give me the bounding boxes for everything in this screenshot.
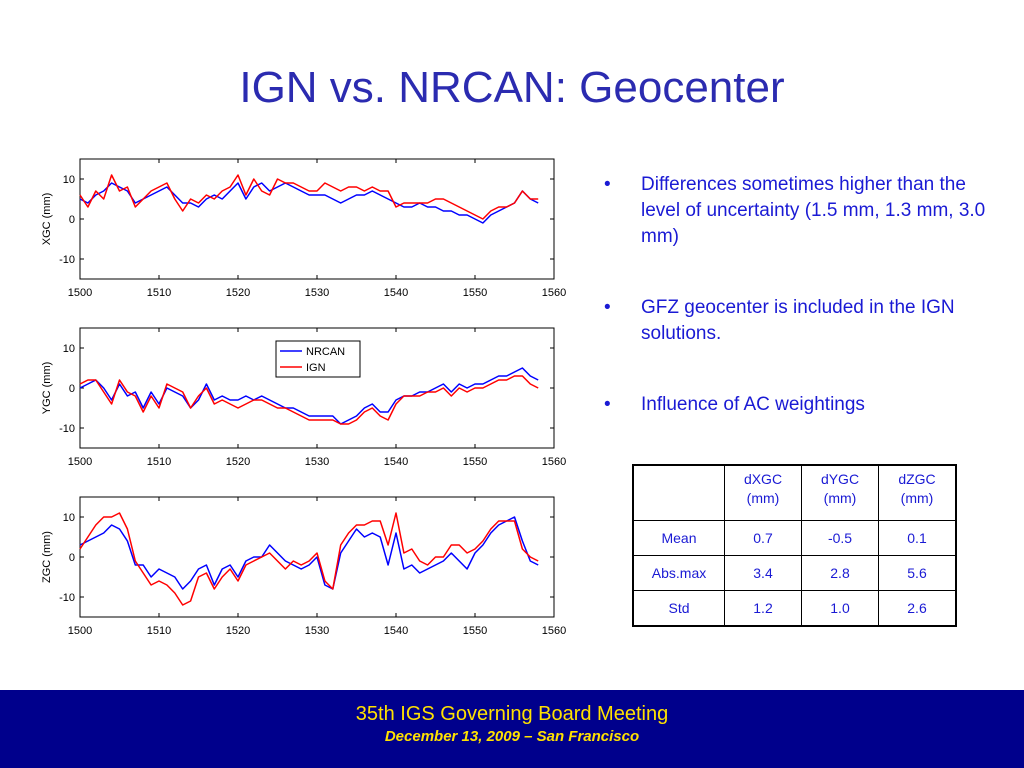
y-axis-label: ZGC (mm) <box>41 531 53 583</box>
x-tick-label: 1530 <box>305 625 329 637</box>
x-tick-label: 1500 <box>68 287 92 299</box>
row-label: Std <box>632 590 725 627</box>
table-row: Std 1.2 1.0 2.6 <box>632 590 957 627</box>
xgc-chart: 1500 1510 1520 1530 1540 1550 1560 -10 0 10 XGC (m… <box>36 150 566 305</box>
bullet-marker: • <box>604 394 611 415</box>
footer-subtitle: December 13, 2009 – San Francisco <box>384 728 640 745</box>
x-tick-label: 1510 <box>147 625 171 637</box>
header-unit: (mm) <box>746 490 780 506</box>
y-tick-label: 0 <box>69 214 75 226</box>
footer-title: 35th IGS Governing Board Meeting <box>355 703 669 725</box>
y-tick-label: 0 <box>69 552 75 564</box>
table-cell: 2.6 <box>878 590 957 627</box>
x-tick-label: 1560 <box>542 625 566 637</box>
y-tick-label: 10 <box>63 512 75 524</box>
table-cell: 5.6 <box>878 555 957 591</box>
table-header-row: dXGC (mm) dYGC (mm) dZGC (mm) <box>632 464 957 521</box>
y-tick-label: 10 <box>63 174 75 186</box>
y-axis-label: YGC (mm) <box>41 362 53 415</box>
series-line-nrcan <box>79 182 539 224</box>
bullet-text: Influence of AC weightings <box>641 394 865 415</box>
header-line: dXGC <box>743 471 783 487</box>
bullet-item: • Influence of AC weightings <box>604 392 1004 418</box>
bullet-marker: • <box>604 174 611 195</box>
footer-banner: 35th IGS Governing Board Meeting Decembe… <box>0 690 1024 768</box>
x-tick-label: 1550 <box>463 287 487 299</box>
slide-title: IGN vs. NRCAN: Geocenter <box>239 63 785 112</box>
header-unit: (mm) <box>823 490 857 506</box>
legend-box <box>275 340 361 378</box>
table-cell: 1.0 <box>801 590 879 627</box>
stats-table: dXGC (mm) dYGC (mm) dZGC (mm) Mean 0.7 -0.5… <box>632 464 957 627</box>
x-tick-label: 1510 <box>147 456 171 468</box>
x-tick-label: 1520 <box>226 287 250 299</box>
chart-svg: 1500 1510 1520 1530 1540 1550 1560 -10 0 10 YGC (m… <box>41 327 566 468</box>
header-unit: (mm) <box>900 490 934 506</box>
x-tick-label: 1550 <box>463 625 487 637</box>
x-tick-label: 1500 <box>68 456 92 468</box>
chart-svg: 1500 1510 1520 1530 1540 1550 1560 -10 0 10 XGC (m… <box>41 158 566 299</box>
table-cell: 2.8 <box>801 555 879 591</box>
bullet-item: • GFZ geocenter is included in the IGN so… <box>604 295 1004 347</box>
bullet-list: • Differences sometimes higher than the l… <box>604 172 1004 463</box>
x-tick-label: 1520 <box>226 456 250 468</box>
zgc-chart: 1500 1510 1520 1530 1540 1550 1560 -10 0 10 ZGC (m… <box>36 488 566 643</box>
x-tick-label: 1540 <box>384 625 408 637</box>
legend-label: NRCAN <box>306 346 345 358</box>
table-header-cell <box>632 464 725 521</box>
table-cell: -0.5 <box>801 520 879 556</box>
x-tick-label: 1550 <box>463 456 487 468</box>
legend-label: IGN <box>306 362 326 374</box>
x-tick-label: 1560 <box>542 287 566 299</box>
x-tick-label: 1530 <box>305 287 329 299</box>
series-line-nrcan <box>79 516 539 590</box>
y-axis-label: XGC (mm) <box>41 193 53 246</box>
bullet-item: • Differences sometimes higher than the l… <box>604 172 1004 250</box>
bullet-text: Differences sometimes higher than the le… <box>641 174 986 247</box>
x-tick-label: 1510 <box>147 287 171 299</box>
table-cell: 1.2 <box>724 590 802 627</box>
table-header-cell: dYGC (mm) <box>801 464 879 521</box>
row-label: Abs.max <box>632 555 725 591</box>
y-tick-label: 0 <box>69 383 75 395</box>
series-line-ign <box>79 375 539 425</box>
table-cell: 0.7 <box>724 520 802 556</box>
header-line: dYGC <box>820 471 860 487</box>
bullet-marker: • <box>604 297 611 318</box>
y-tick-label: -10 <box>59 254 75 266</box>
x-tick-label: 1500 <box>68 625 92 637</box>
series-line-ign <box>79 174 539 220</box>
x-tick-label: 1560 <box>542 456 566 468</box>
x-tick-label: 1520 <box>226 625 250 637</box>
x-tick-label: 1540 <box>384 287 408 299</box>
chart-svg: 1500 1510 1520 1530 1540 1550 1560 -10 0 10 ZGC (m… <box>41 496 566 637</box>
row-label: Mean <box>632 520 725 556</box>
table-header-cell: dZGC (mm) <box>878 464 957 521</box>
series-line-nrcan <box>79 367 539 425</box>
table-cell: 3.4 <box>724 555 802 591</box>
series-line-ign <box>79 512 539 606</box>
table-cell: 0.1 <box>878 520 957 556</box>
y-tick-label: 10 <box>63 343 75 355</box>
table-header-cell: dXGC (mm) <box>724 464 802 521</box>
bullet-text: GFZ geocenter is included in the IGN sol… <box>641 297 955 344</box>
x-tick-label: 1530 <box>305 456 329 468</box>
y-tick-label: -10 <box>59 423 75 435</box>
header-line: dZGC <box>898 471 936 487</box>
table-row: Mean 0.7 -0.5 0.1 <box>632 520 957 556</box>
y-tick-label: -10 <box>59 592 75 604</box>
x-tick-label: 1540 <box>384 456 408 468</box>
table-row: Abs.max 3.4 2.8 5.6 <box>632 555 957 591</box>
ygc-chart: 1500 1510 1520 1530 1540 1550 1560 -10 0 10 YGC (m… <box>36 319 566 474</box>
